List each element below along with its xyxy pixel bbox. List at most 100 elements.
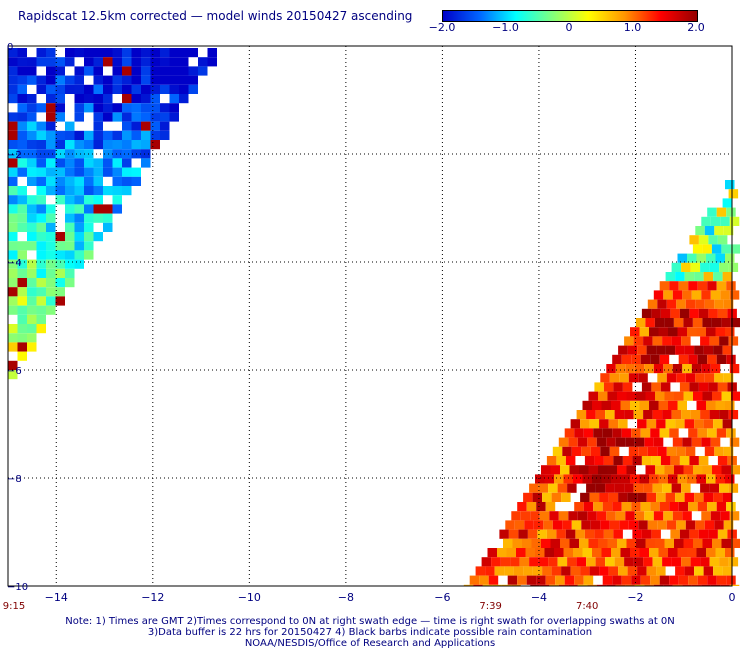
wind-cell <box>36 324 46 334</box>
swath-east <box>463 180 740 586</box>
wind-cell <box>84 176 94 186</box>
wind-cell <box>728 483 739 493</box>
wind-cell <box>65 241 75 251</box>
x-tick-label: −14 <box>45 591 68 604</box>
wind-cell <box>665 272 676 282</box>
wind-cell <box>660 308 671 318</box>
wind-cell <box>675 345 685 355</box>
wind-cell <box>65 140 75 150</box>
wind-cell <box>657 520 667 530</box>
wind-cell <box>103 158 113 168</box>
wind-cell <box>701 290 711 300</box>
wind-cell <box>678 354 689 364</box>
wind-cell <box>714 446 724 456</box>
wind-cell <box>670 456 680 466</box>
wind-cell <box>46 186 56 196</box>
wind-cell <box>649 327 659 337</box>
wind-cell <box>656 566 666 576</box>
wind-cell <box>55 66 65 76</box>
wind-cell <box>706 327 716 337</box>
wind-cell <box>141 140 151 150</box>
wind-cell <box>27 241 37 251</box>
wind-cell <box>709 410 720 420</box>
wind-cell <box>84 222 94 232</box>
wind-cell <box>606 584 616 586</box>
wind-cell <box>576 557 587 567</box>
wind-cell <box>589 492 600 502</box>
wind-cell <box>729 511 740 521</box>
wind-cell <box>150 94 160 104</box>
wind-cell <box>103 48 113 58</box>
wind-cell <box>694 492 704 502</box>
wind-cell <box>65 84 75 94</box>
wind-cell <box>169 112 179 122</box>
wind-cell <box>582 474 592 484</box>
wind-cell <box>704 299 715 309</box>
wind-cell <box>27 314 37 324</box>
wind-cell <box>541 465 551 475</box>
wind-cell <box>46 222 56 232</box>
wind-cell <box>520 511 531 521</box>
y-tick-label: 0 <box>7 42 13 53</box>
wind-cell <box>653 364 664 374</box>
wind-cell <box>657 373 667 383</box>
wind-cell <box>8 324 18 334</box>
wind-cell <box>612 575 622 585</box>
wind-cell <box>473 584 483 586</box>
wind-cell <box>122 130 132 140</box>
wind-cell <box>684 272 695 282</box>
wind-cell <box>714 520 724 530</box>
wind-cell <box>8 204 18 214</box>
wind-cell <box>590 446 601 456</box>
wind-cell <box>55 195 65 205</box>
wind-cell <box>710 216 721 226</box>
wind-cell <box>17 112 27 122</box>
wind-cell <box>103 204 113 214</box>
wind-cell <box>707 502 717 512</box>
wind-cell <box>529 483 539 493</box>
wind-cell <box>731 391 740 401</box>
wind-cell <box>55 232 65 242</box>
wind-cell <box>722 419 733 429</box>
wind-cell <box>46 232 56 242</box>
wind-cell <box>639 327 649 337</box>
wind-cell <box>27 140 37 150</box>
wind-cell <box>669 575 679 585</box>
wind-cell <box>65 250 75 260</box>
wind-cell <box>653 584 664 586</box>
wind-cell <box>17 222 27 232</box>
wind-cell <box>644 584 654 586</box>
wind-cell <box>479 575 489 585</box>
wind-cell <box>595 483 606 493</box>
wind-cell <box>122 140 132 150</box>
wind-cell <box>617 465 627 475</box>
wind-cell <box>660 456 671 466</box>
wind-cell <box>141 84 151 94</box>
wind-cell <box>65 268 75 278</box>
wind-cell <box>570 419 581 429</box>
wind-cell <box>655 391 665 401</box>
wind-cell <box>74 84 84 94</box>
wind-cell <box>621 354 632 364</box>
wind-cell <box>605 483 615 493</box>
wind-cell <box>582 548 592 558</box>
wind-cell <box>677 327 687 337</box>
wind-cell <box>675 272 685 282</box>
wind-cell <box>671 557 682 567</box>
wind-cell <box>722 272 733 282</box>
wind-cell <box>717 235 728 245</box>
wind-cell <box>668 327 678 337</box>
wind-cell <box>531 538 541 548</box>
wind-cell <box>627 492 638 502</box>
wind-cell <box>674 538 684 548</box>
wind-cell <box>596 584 607 586</box>
wind-cell <box>112 130 122 140</box>
wind-cell <box>719 410 729 420</box>
wind-cell <box>46 259 56 269</box>
wind-cell <box>695 520 705 530</box>
wind-cell <box>65 167 75 177</box>
wind-cell <box>668 400 678 410</box>
wind-cell <box>27 213 37 223</box>
wind-cell <box>630 474 640 484</box>
wind-cell <box>651 308 661 318</box>
